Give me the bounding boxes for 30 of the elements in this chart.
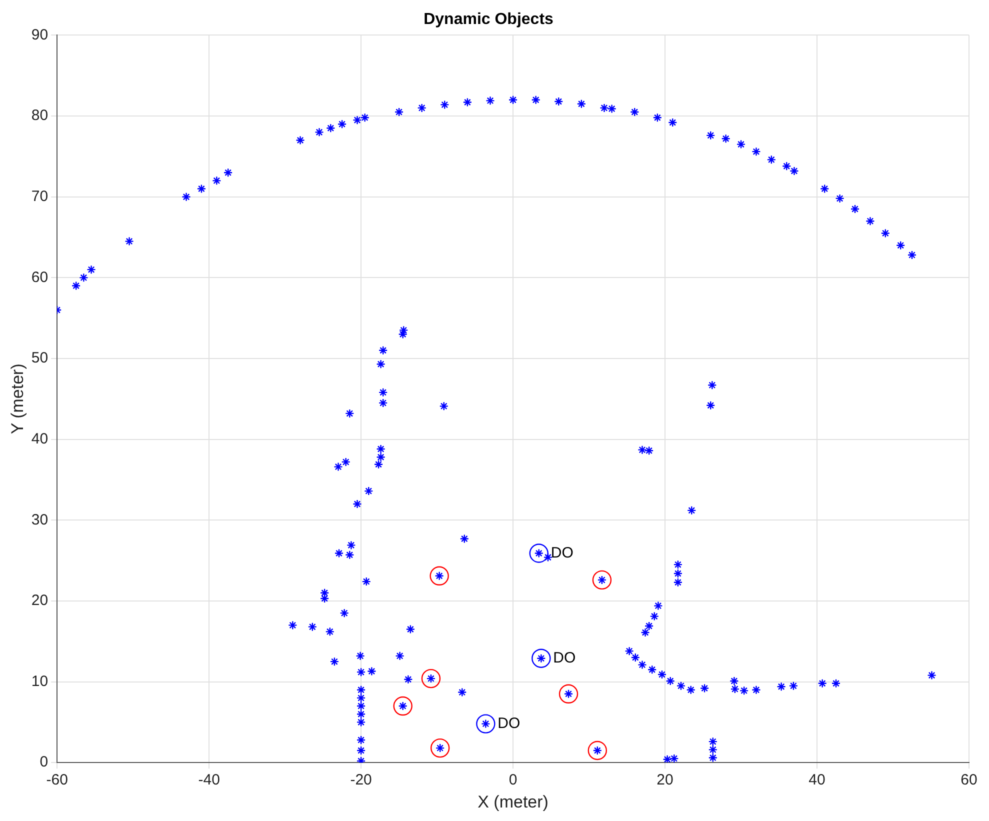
point [421, 668, 441, 688]
y-tick-label: 10 [31, 672, 48, 690]
annotation: DO [498, 714, 520, 732]
point [430, 566, 449, 586]
x-tick-label: -20 [350, 772, 372, 789]
y-tick-label: 50 [31, 350, 48, 367]
x-tick-label: 20 [656, 772, 674, 789]
point [430, 738, 450, 758]
point [592, 570, 612, 590]
y-tick-label: 70 [31, 188, 48, 205]
annotation: DO [550, 544, 574, 562]
x-tick-label: -60 [46, 772, 68, 789]
y-tick-label: 30 [31, 511, 48, 528]
chart-title: Dynamic Objects [424, 11, 554, 28]
x-tick-label: 40 [808, 772, 826, 789]
x-tick-label: 60 [960, 772, 978, 789]
x-tick-label: 0 [508, 772, 518, 789]
y-tick-label: 0 [40, 754, 48, 771]
annotation: DO [553, 649, 576, 666]
y-tick-label: 80 [31, 107, 48, 124]
x-axis-title: X (meter) [478, 792, 548, 812]
y-tick-label: 60 [31, 268, 48, 286]
y-axis-title: Y (meter) [8, 364, 27, 434]
point [558, 684, 578, 704]
y-tick-label: 20 [31, 592, 48, 610]
point [393, 696, 412, 716]
x-tick-label: -40 [198, 772, 220, 789]
y-tick-label: 40 [31, 430, 48, 448]
y-tick-label: 90 [31, 26, 48, 44]
point [588, 740, 607, 760]
